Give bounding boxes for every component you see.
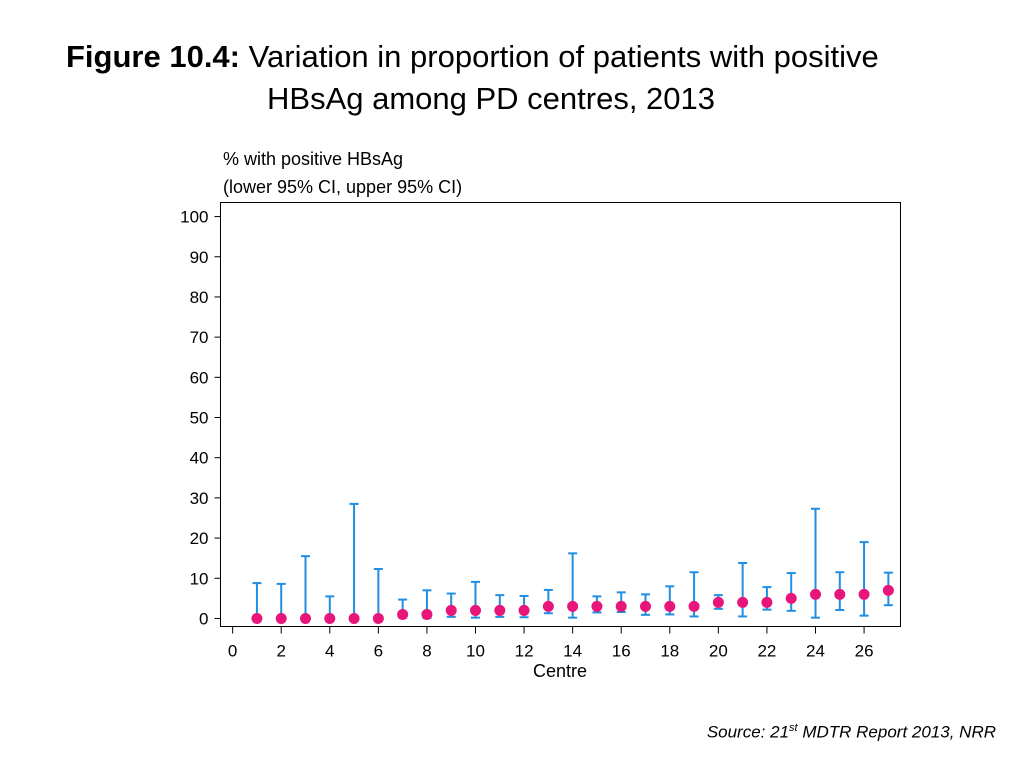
point-estimate xyxy=(810,588,821,600)
source-note: Source: 21st MDTR Report 2013, NRR xyxy=(707,722,996,743)
title-text-1: Variation in proportion of patients with… xyxy=(248,39,879,74)
y-tick-label: 10 xyxy=(190,569,209,588)
point-estimate xyxy=(712,596,724,608)
ci-bar xyxy=(738,562,748,618)
ci-bar xyxy=(373,568,383,620)
point-estimate xyxy=(445,604,457,616)
y-tick-label: 20 xyxy=(190,529,209,548)
ci-bar xyxy=(859,541,869,617)
x-tick-label: 26 xyxy=(855,642,874,661)
y-tick-label: 80 xyxy=(190,288,209,307)
ci-bar xyxy=(786,572,796,612)
point-estimate xyxy=(567,600,579,612)
x-tick-label: 24 xyxy=(806,642,825,661)
x-axis: 0 2 4 6 8 10 12 14 16 18 20 22 24 26 xyxy=(228,626,874,661)
x-tick-label: 12 xyxy=(515,642,534,661)
y-tick-label: 50 xyxy=(190,409,209,428)
x-axis-label: Centre xyxy=(533,661,587,681)
point-estimate xyxy=(858,588,870,600)
source-pre: Source: 21 xyxy=(706,722,790,742)
point-estimate xyxy=(421,608,433,620)
source-sup: st xyxy=(789,722,798,734)
point-estimate xyxy=(275,612,287,624)
title-line-2: HBsAg among PD centres, 2013 xyxy=(267,81,716,116)
x-tick-label: 6 xyxy=(374,642,383,661)
x-tick-label: 8 xyxy=(422,642,431,661)
point-estimate xyxy=(397,608,409,620)
y-tick-label: 60 xyxy=(190,368,209,387)
y-axis-label-line-1: % with positive HBsAg xyxy=(223,149,403,169)
point-estimate xyxy=(761,596,773,608)
y-tick-label: 90 xyxy=(190,248,209,267)
y-tick-label: 30 xyxy=(190,489,209,508)
x-tick-label: 4 xyxy=(325,642,334,661)
point-estimate xyxy=(882,584,894,596)
point-estimate xyxy=(348,612,360,624)
point-estimate xyxy=(300,612,311,624)
point-estimate xyxy=(591,600,603,612)
point-estimate xyxy=(737,596,749,608)
title-line-1: Figure 10.4: Variation in proportion of … xyxy=(66,36,879,78)
y-axis: 0 10 20 30 40 50 60 70 80 90 100 xyxy=(180,208,221,628)
x-tick-label: 2 xyxy=(276,642,285,661)
x-tick-label: 22 xyxy=(757,642,776,661)
x-tick-label: 20 xyxy=(709,642,728,661)
point-estimate xyxy=(251,612,263,624)
point-estimate xyxy=(834,588,846,600)
x-tick-label: 18 xyxy=(660,642,679,661)
ci-bar xyxy=(301,555,310,620)
point-estimate xyxy=(615,600,627,612)
y-tick-label: 40 xyxy=(190,449,209,468)
point-estimate xyxy=(372,612,384,624)
ci-bar xyxy=(811,507,820,619)
point-estimate xyxy=(542,600,554,612)
point-estimate xyxy=(470,604,481,616)
x-tick-label: 14 xyxy=(563,642,582,661)
plot-frame xyxy=(220,202,901,627)
point-estimate xyxy=(688,600,700,612)
point-estimate xyxy=(324,612,336,624)
point-estimate xyxy=(494,604,506,616)
point-estimates xyxy=(251,584,894,624)
y-axis-label-line-2: (lower 95% CI, upper 95% CI) xyxy=(223,177,462,197)
point-estimate xyxy=(785,592,797,604)
y-tick-label: 0 xyxy=(199,609,208,628)
x-tick-label: 0 xyxy=(228,642,237,661)
figure-number: Figure 10.4: xyxy=(66,39,240,74)
point-estimate xyxy=(518,604,530,616)
x-tick-label: 10 xyxy=(466,642,485,661)
x-tick-label: 16 xyxy=(612,642,631,661)
point-estimate xyxy=(664,600,676,612)
source-post: MDTR Report 2013, NRR xyxy=(797,722,996,742)
point-estimate xyxy=(640,600,651,612)
y-tick-label: 100 xyxy=(180,208,208,227)
ci-bar xyxy=(349,502,359,620)
y-tick-label: 70 xyxy=(190,328,209,347)
